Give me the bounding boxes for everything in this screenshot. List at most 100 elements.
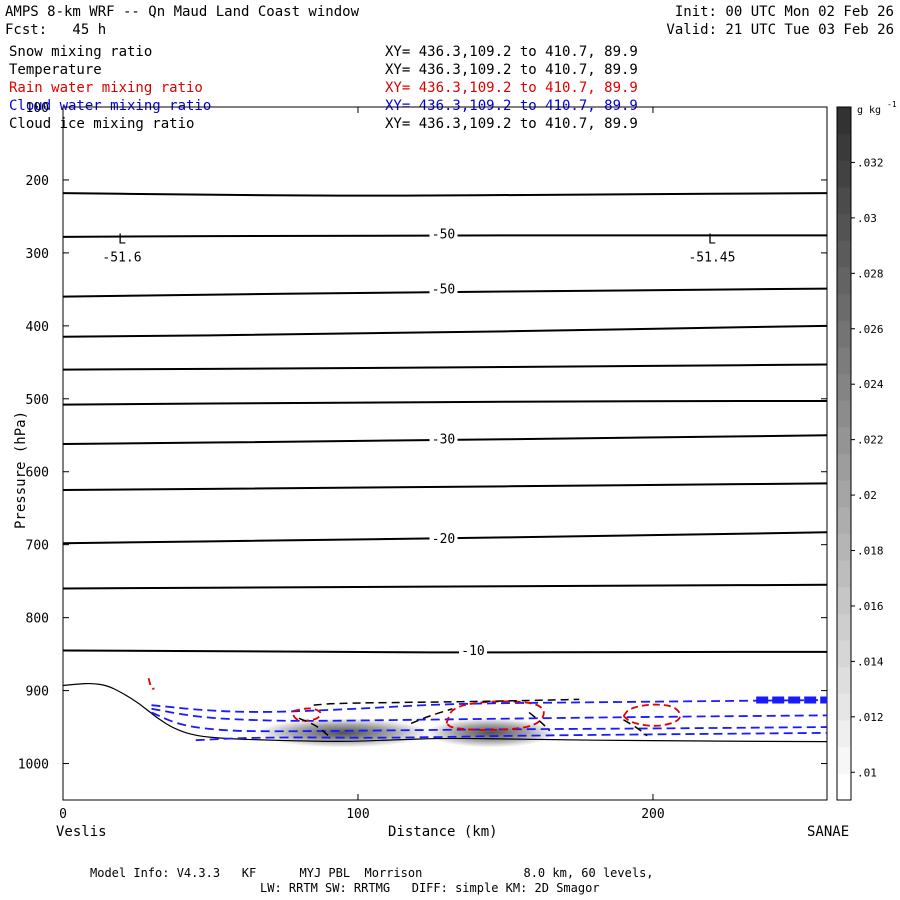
field-label: Snow mixing ratio — [9, 44, 153, 60]
plot-frame — [62, 106, 828, 801]
cloud-ice-contour — [410, 708, 453, 725]
colorbar-unit-exponent: -1 — [887, 100, 897, 109]
terrain-layer — [62, 682, 828, 743]
colorbar-band — [837, 293, 851, 321]
y-tick-label: 100 — [26, 101, 49, 116]
y-tick-label: 1000 — [18, 758, 49, 773]
temperature-contours — [62, 192, 828, 654]
colorbar-band — [837, 133, 851, 161]
x-endpoint-left: Veslis — [56, 824, 107, 840]
temperature-isotherm — [62, 583, 828, 590]
colorbar-tick-label: .016 — [857, 600, 884, 613]
field-label: Cloud water mixing ratio — [9, 98, 212, 114]
x-tick-label: 200 — [641, 807, 664, 822]
colorbar-band — [837, 773, 851, 801]
colorbar-band — [837, 533, 851, 561]
temperature-isotherm — [62, 434, 828, 446]
colorbar-band — [837, 586, 851, 614]
colorbar-band — [837, 160, 851, 188]
colorbar-band — [837, 640, 851, 668]
temperature-isotherm — [62, 649, 827, 654]
colorbar-tick-label: .018 — [857, 545, 884, 558]
colorbar-band — [837, 453, 851, 481]
colorbar-band — [837, 746, 851, 774]
temperature-isotherm — [62, 192, 828, 197]
colorbar-tick-label: .032 — [857, 156, 884, 169]
y-tick-label: 800 — [26, 612, 49, 627]
field-xy-range: XY= 436.3,109.2 to 410.7, 89.9 — [385, 80, 638, 96]
map-title: AMPS 8-km WRF -- Qn Maud Land Coast wind… — [5, 4, 360, 20]
contour-label: -50 — [432, 228, 455, 243]
rain-water-contours — [147, 677, 681, 731]
contour-label-bg — [429, 281, 458, 296]
colorbar-band — [837, 720, 851, 748]
snow-shading-layer — [256, 718, 556, 748]
colorbar-band — [837, 266, 851, 295]
colorbar-band — [837, 373, 851, 401]
y-axis-label: Pressure (hPa) — [13, 410, 30, 530]
x-tick-label: 0 — [59, 807, 67, 822]
contour-label: -30 — [432, 433, 455, 448]
cloud-water-contour — [151, 711, 828, 733]
colorbar-band — [837, 480, 851, 508]
y-tick-label: 700 — [26, 539, 49, 554]
init-time: Init: 00 UTC Mon 02 Feb 26 — [674, 4, 894, 20]
snow-shade-region — [256, 718, 431, 748]
colorbar-band — [837, 693, 851, 721]
valid-time: Valid: 21 UTC Tue 03 Feb 26 — [666, 22, 894, 38]
forecast-hour: Fcst: 45 h — [5, 22, 107, 38]
colorbar: .032 .03 .028 .026 .024 .022 .02 .018 .016 .014 .0… — [836, 100, 897, 801]
colorbar-tick-label: .03 — [857, 212, 877, 225]
colorbar-band — [837, 346, 851, 375]
temperature-isotherm — [62, 363, 828, 371]
temperature-isotherm — [62, 234, 827, 238]
cloud-ice-contour — [528, 711, 551, 732]
colorbar-band — [837, 186, 851, 215]
colorbar-band — [837, 240, 851, 268]
contour-label-bg — [429, 530, 458, 545]
contour-label: -20 — [432, 532, 455, 547]
colorbar-tick-label: .028 — [857, 267, 884, 280]
contour-label-bg — [429, 431, 458, 446]
colorbar-tick-label: .01 — [857, 766, 877, 779]
colorbar-band — [837, 426, 851, 454]
contour-labels: -50 -50 -30 -20 -10 L -51.6 L -51.45 — [102, 226, 735, 659]
cloud-ice-contour — [313, 698, 580, 706]
contour-label: -10 — [461, 644, 484, 659]
temperature-isotherm — [62, 324, 828, 338]
field-label: Rain water mixing ratio — [9, 80, 203, 96]
cloud-water-contours — [151, 696, 828, 742]
colorbar-band — [837, 400, 851, 428]
field-xy-range: XY= 436.3,109.2 to 410.7, 89.9 — [385, 62, 638, 78]
field-xy-range: XY= 436.3,109.2 to 410.7, 89.9 — [385, 98, 638, 114]
x-tick-label: 100 — [346, 807, 369, 822]
contour-label-bg — [429, 226, 458, 241]
contour-label: -50 — [432, 282, 455, 297]
contour-label-bg — [459, 643, 488, 658]
y-tick-label: 300 — [26, 247, 49, 262]
colorbar-band — [837, 666, 851, 694]
cloud-ice-contour — [623, 719, 648, 737]
terrain-line — [62, 682, 828, 743]
colorbar-frame — [836, 106, 852, 801]
low-value: -51.45 — [688, 251, 735, 266]
colorbar-band — [837, 506, 851, 534]
colorbar-band — [837, 320, 851, 348]
colorbar-band — [837, 613, 851, 641]
colorbar-tick-label: .014 — [857, 655, 884, 668]
field-xy-range: XY= 436.3,109.2 to 410.7, 89.9 — [385, 44, 638, 60]
temperature-isotherm — [62, 482, 828, 491]
cloud-ice-contour — [298, 717, 329, 737]
y-tick-label: 900 — [26, 685, 49, 700]
temperature-isotherm — [62, 287, 828, 298]
x-axis-label: Distance (km) — [388, 824, 498, 840]
colorbar-tick-label: .026 — [857, 323, 884, 336]
field-label: Temperature — [9, 62, 102, 78]
y-tick-label: 400 — [26, 320, 49, 335]
rain-water-contour — [445, 700, 545, 731]
colorbar-tick-label: .022 — [857, 434, 884, 447]
rain-water-contour — [292, 707, 322, 722]
field-label: Cloud ice mixing ratio — [9, 116, 195, 132]
cloud-water-contour — [195, 731, 828, 742]
